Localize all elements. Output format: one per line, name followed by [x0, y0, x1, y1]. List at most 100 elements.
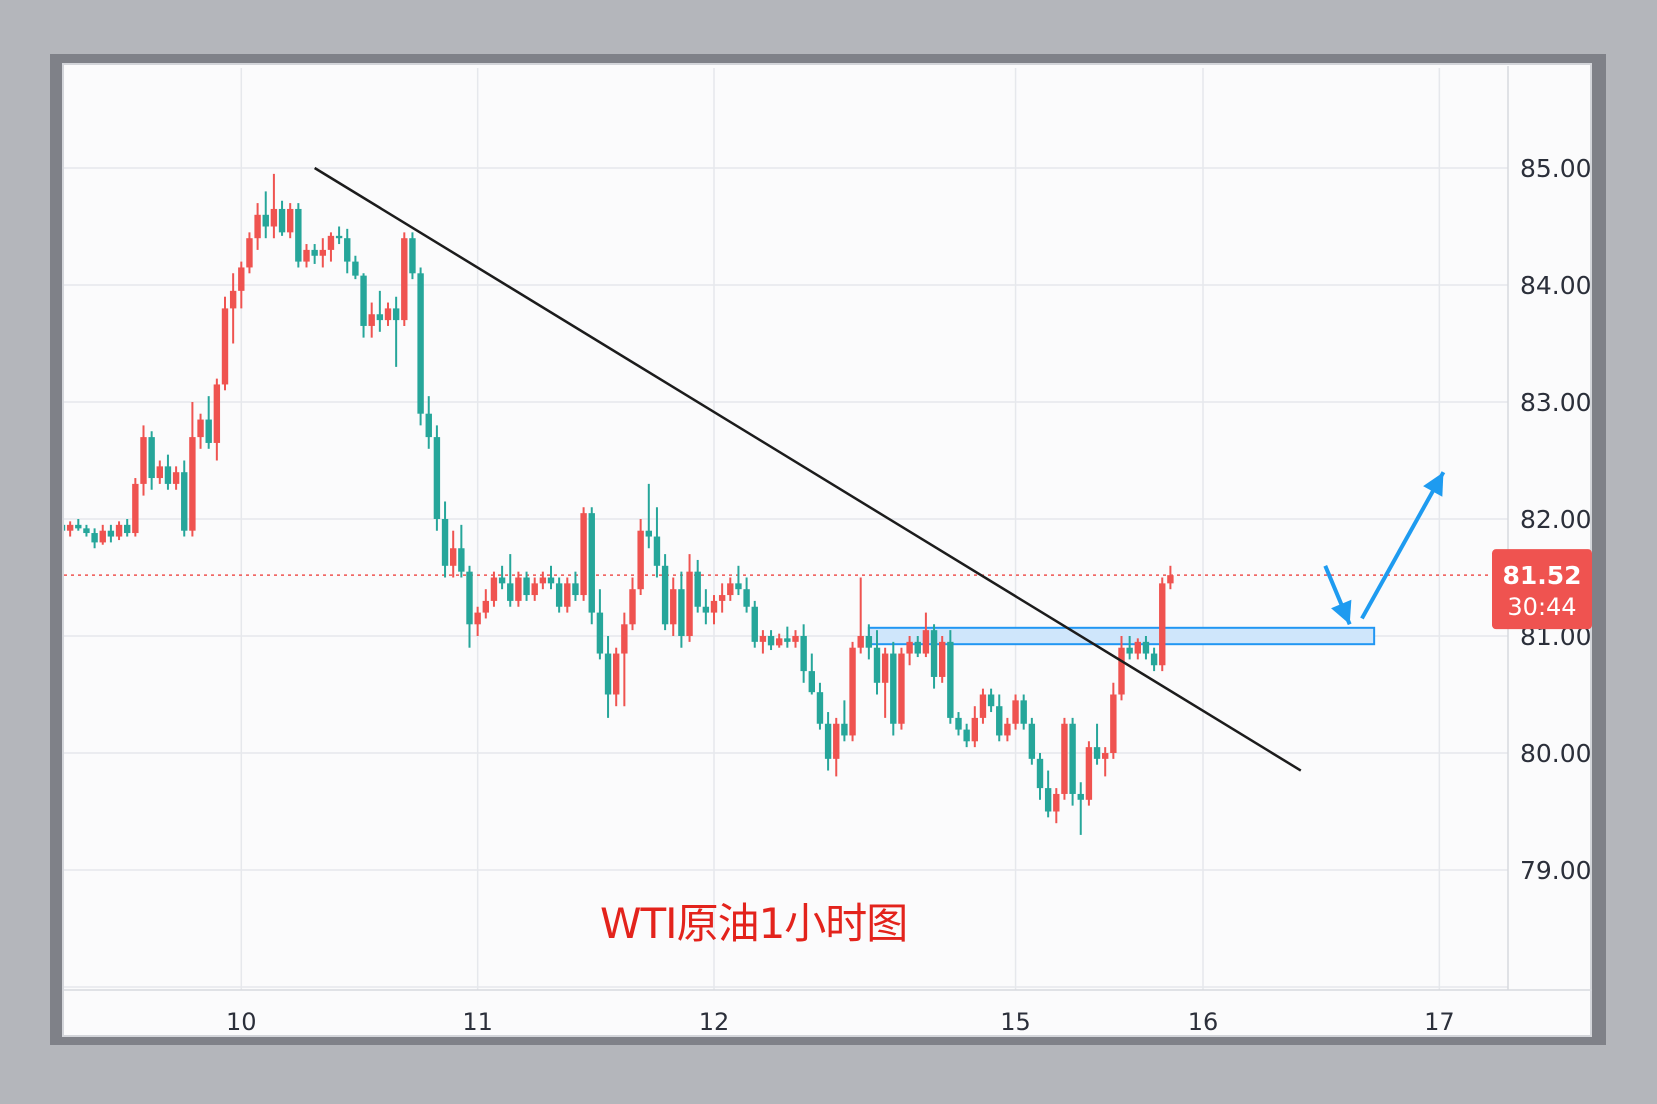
- candle-body: [661, 565, 669, 625]
- candle-body: [727, 583, 734, 596]
- candle-body: [939, 641, 946, 677]
- candle-body: [1150, 653, 1158, 666]
- candle-body: [115, 524, 123, 537]
- candle-body: [686, 571, 693, 636]
- arrow-head: [1331, 599, 1352, 625]
- candle-body: [1102, 753, 1109, 759]
- candle-body: [922, 630, 930, 654]
- candle-body: [987, 694, 995, 707]
- x-tick-label: 12: [699, 1008, 730, 1036]
- candle-body: [417, 273, 424, 414]
- candle-body: [979, 694, 987, 718]
- candle-body: [1118, 647, 1125, 695]
- candle-body: [213, 384, 221, 443]
- candle-body: [1077, 793, 1084, 800]
- candle-body: [295, 208, 302, 262]
- candle-body: [425, 413, 432, 438]
- candle-body: [1044, 788, 1052, 812]
- chart-panel: [62, 63, 1592, 1037]
- candle-body: [930, 630, 938, 677]
- y-tick-label: 83.00: [1520, 388, 1592, 417]
- candle-body: [507, 583, 514, 601]
- x-tick-label: 15: [1000, 1008, 1031, 1036]
- candle-body: [1053, 793, 1060, 812]
- candle-body: [1167, 575, 1174, 584]
- candle-body: [873, 647, 881, 683]
- candle-body: [458, 548, 465, 572]
- candle-body: [906, 641, 913, 654]
- candle-body: [270, 208, 278, 227]
- candle-body: [515, 577, 522, 601]
- candle-body: [384, 308, 392, 321]
- candle-body: [996, 706, 1003, 736]
- last-price-countdown: 30:44: [1507, 593, 1576, 621]
- candle-body: [792, 636, 799, 642]
- trendline: [313, 166, 1302, 772]
- x-tick-label: 10: [226, 1008, 257, 1036]
- candle-body: [898, 653, 905, 724]
- candle-body: [555, 583, 563, 607]
- candle-body: [564, 583, 571, 607]
- candle-body: [857, 636, 864, 648]
- candle-body: [1004, 723, 1011, 736]
- candle-body: [718, 595, 726, 601]
- candle-body: [392, 308, 400, 321]
- candle-body: [670, 589, 677, 625]
- candle-body: [767, 636, 775, 646]
- candle-body: [653, 536, 661, 566]
- y-tick-label: 84.00: [1520, 271, 1592, 300]
- candle-body: [75, 524, 82, 529]
- chart-title: WTI原油1小时图: [600, 899, 908, 948]
- candle-body: [1036, 758, 1044, 789]
- candle-body: [1012, 700, 1019, 724]
- candle-body: [776, 638, 783, 646]
- candle-body: [1020, 700, 1027, 724]
- candle-body: [107, 530, 115, 537]
- candle-body: [816, 692, 824, 724]
- candle-body: [64, 524, 66, 531]
- candle-body: [759, 636, 767, 642]
- candle-body: [433, 437, 441, 519]
- candle-body: [881, 653, 889, 683]
- candle-body: [621, 624, 628, 654]
- candle-body: [547, 577, 555, 584]
- candle-body: [148, 437, 155, 479]
- candle-body: [702, 606, 710, 613]
- candle-body: [596, 612, 604, 654]
- candle-body: [376, 314, 384, 321]
- candle-body: [1093, 747, 1101, 759]
- candle-body: [588, 513, 595, 613]
- candle-body: [262, 214, 269, 227]
- candle-body: [490, 577, 498, 601]
- candle-body: [800, 636, 807, 672]
- candle-body: [83, 528, 90, 534]
- arrow-line: [1360, 471, 1446, 620]
- x-tick-label: 16: [1188, 1008, 1219, 1036]
- candle-body: [784, 638, 791, 642]
- candle-body: [99, 530, 106, 543]
- x-tick-label: 17: [1424, 1008, 1455, 1036]
- candle-body: [172, 472, 180, 484]
- candle-body: [1085, 747, 1093, 800]
- candle-body: [66, 524, 74, 531]
- y-tick-label: 85.00: [1520, 154, 1592, 183]
- candle-body: [971, 717, 978, 742]
- candle-body: [498, 577, 506, 584]
- candle-body: [327, 235, 335, 250]
- candle-body: [645, 530, 652, 537]
- candle-body: [710, 600, 718, 613]
- candle-body: [238, 267, 245, 291]
- candle-body: [678, 589, 685, 636]
- candle-body: [140, 437, 147, 484]
- candle-body: [482, 600, 489, 613]
- candle-body: [539, 577, 547, 584]
- candle-body: [580, 513, 587, 596]
- candle-body: [955, 717, 962, 730]
- candle-body: [303, 249, 310, 262]
- y-tick-label: 80.00: [1520, 739, 1592, 768]
- candle-body: [604, 653, 612, 695]
- candle-body: [441, 519, 449, 566]
- candle-body: [335, 235, 343, 239]
- candle-body: [368, 314, 375, 326]
